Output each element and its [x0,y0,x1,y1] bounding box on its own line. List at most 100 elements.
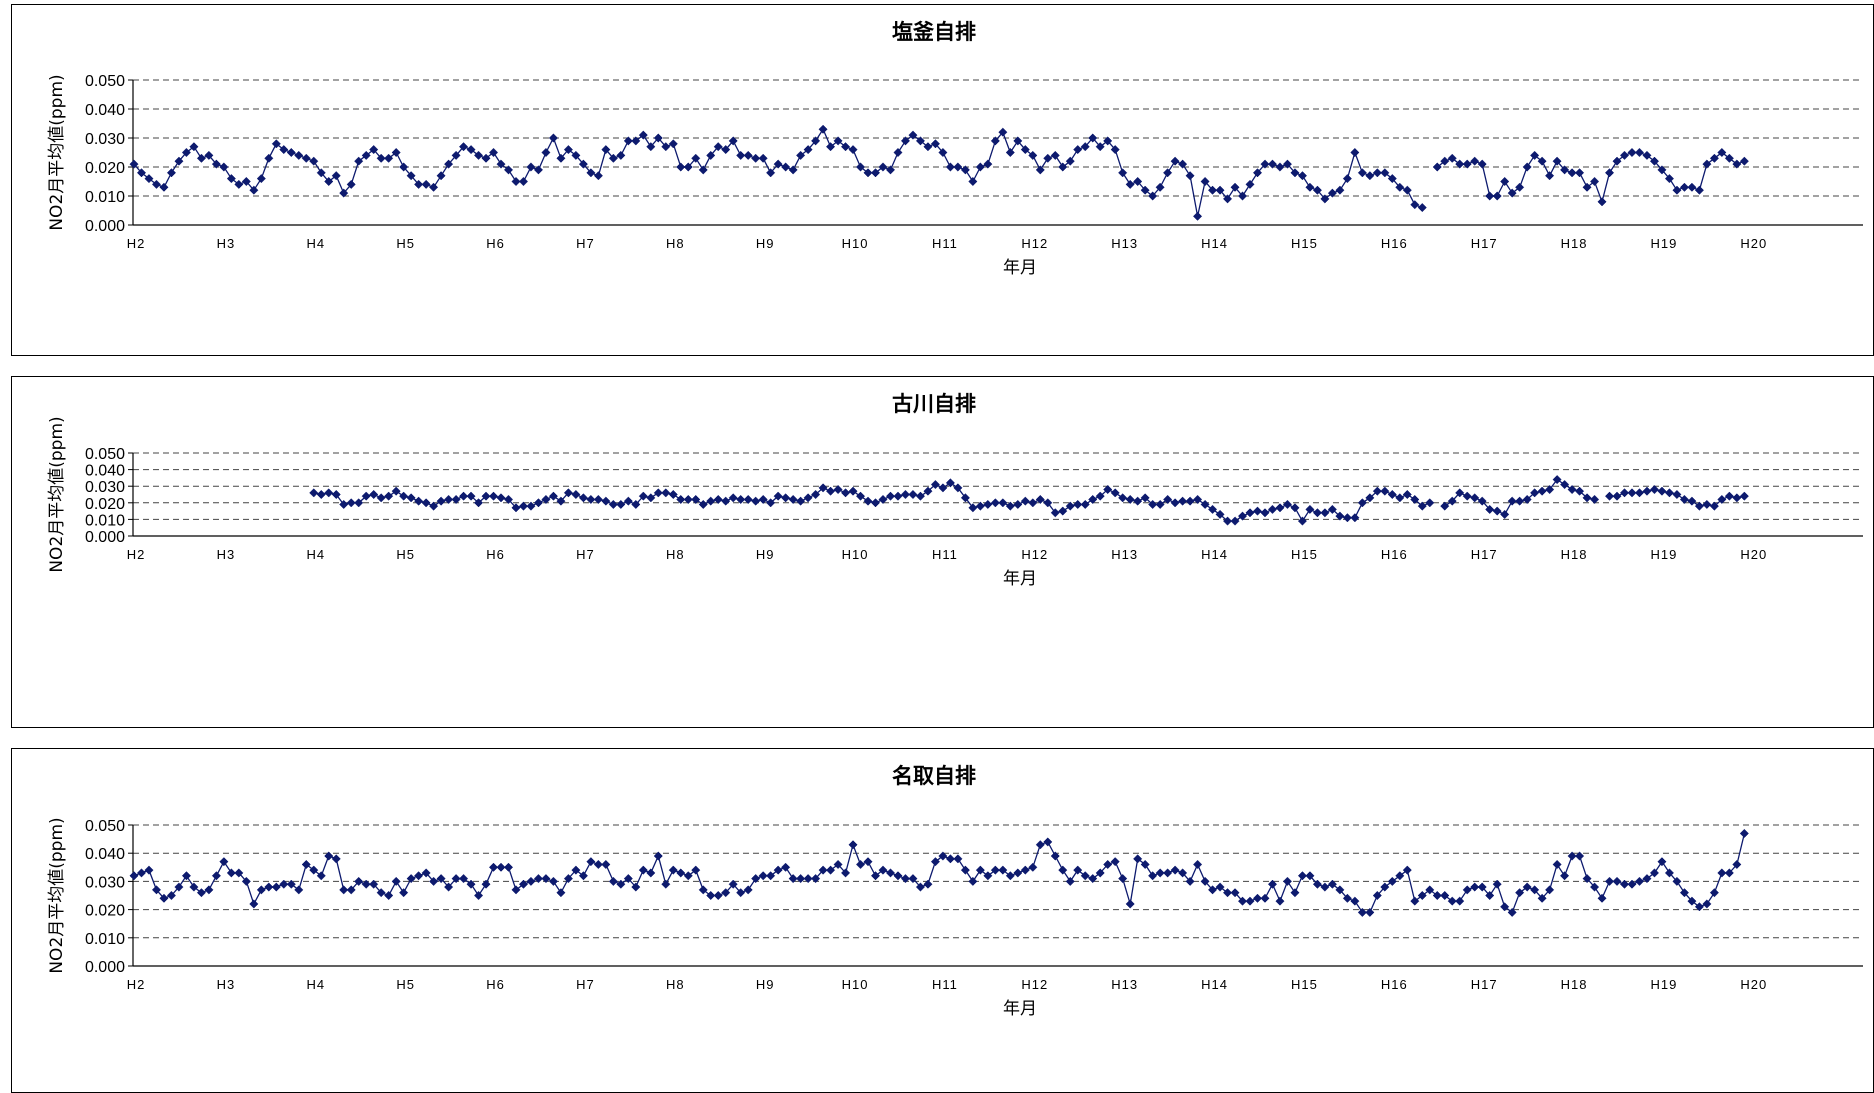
data-point [1020,145,1030,155]
data-point [391,876,401,886]
data-point [309,865,319,875]
x-axis-label: 年月 [1003,258,1037,278]
data-point [1222,516,1233,526]
data-point [608,499,618,510]
data-point [1252,506,1263,516]
data-point [1290,503,1300,513]
data-point [1455,159,1465,169]
data-point [1073,145,1083,155]
data-point [1732,159,1742,169]
data-point [878,865,888,875]
data-point [526,876,536,886]
data-point [1088,494,1098,505]
x-tick-label: H3 [217,977,236,992]
data-point [459,142,469,152]
data-point [1290,888,1300,898]
data-point [1327,504,1337,514]
data-point [713,142,723,152]
data-point [331,854,341,864]
data-point [1612,491,1622,501]
data-point [473,890,484,901]
data-point [1619,488,1630,498]
y-tick-label: 0.040 [85,846,125,863]
data-point [1589,494,1600,505]
x-tick-label: H14 [1201,547,1228,562]
data-point [826,142,836,152]
data-point [354,498,364,508]
data-point [1140,859,1150,870]
data-point [1447,153,1457,163]
data-point [646,493,656,503]
data-point [1507,188,1517,198]
data-point [414,871,424,881]
data-point [526,162,536,172]
data-point [1013,868,1023,878]
data-point [1462,159,1472,169]
data-point [518,176,529,187]
data-point [1028,498,1038,508]
data-point [1297,171,1307,181]
data-point [796,150,806,160]
data-point [706,890,716,901]
data-point [1575,486,1585,496]
data-point [1050,851,1060,861]
data-point [1178,496,1188,506]
data-point [421,498,431,508]
data-point [1013,136,1023,146]
data-point [1110,488,1120,498]
data-point [1118,874,1128,884]
data-point [556,496,566,506]
data-point [361,879,371,889]
data-point [773,159,783,169]
data-point [541,874,551,884]
data-point [1687,496,1697,506]
data-point [1193,494,1203,505]
data-point [1193,211,1203,221]
data-point [339,885,349,895]
data-point [556,888,566,898]
data-point [893,491,903,501]
data-point [1260,508,1270,518]
data-point [870,871,881,881]
data-point [1522,162,1532,172]
data-point [496,862,506,872]
x-tick-label: H15 [1291,547,1318,562]
data-point [1732,493,1742,503]
data-point [1208,185,1218,195]
data-point [623,874,633,884]
data-point [1604,168,1615,178]
data-point [503,494,514,505]
data-point [451,874,461,884]
data-point [571,865,581,875]
data-point [1005,501,1015,511]
x-tick-label: H16 [1381,977,1408,992]
data-point [1005,871,1015,881]
data-point [751,874,761,884]
data-point [488,862,499,872]
data-point [1545,171,1555,181]
data-point [466,145,476,155]
data-point [459,491,469,501]
data-point [878,494,888,505]
data-point [414,179,424,189]
x-axis-label: 年月 [1003,569,1037,589]
data-point [1410,896,1420,906]
data-point [1627,488,1637,498]
data-point [1237,191,1248,201]
data-point [773,491,783,501]
data-point [623,496,633,506]
data-point [1365,493,1375,503]
data-point [339,499,349,510]
data-point [1530,885,1540,895]
chart-svg-natori: 名取自排 0.000 0.010 0.020 0.030 0.040 0.050 NO2月平均… [47,764,1863,1019]
data-point [1065,156,1075,166]
data-point [1634,488,1645,498]
data-point [1455,896,1465,906]
data-point [1282,499,1293,510]
data-point [1597,893,1607,903]
data-point [1732,859,1742,870]
data-point [893,871,903,881]
data-point [1275,503,1285,513]
data-point [1664,868,1675,878]
data-point [503,862,514,872]
